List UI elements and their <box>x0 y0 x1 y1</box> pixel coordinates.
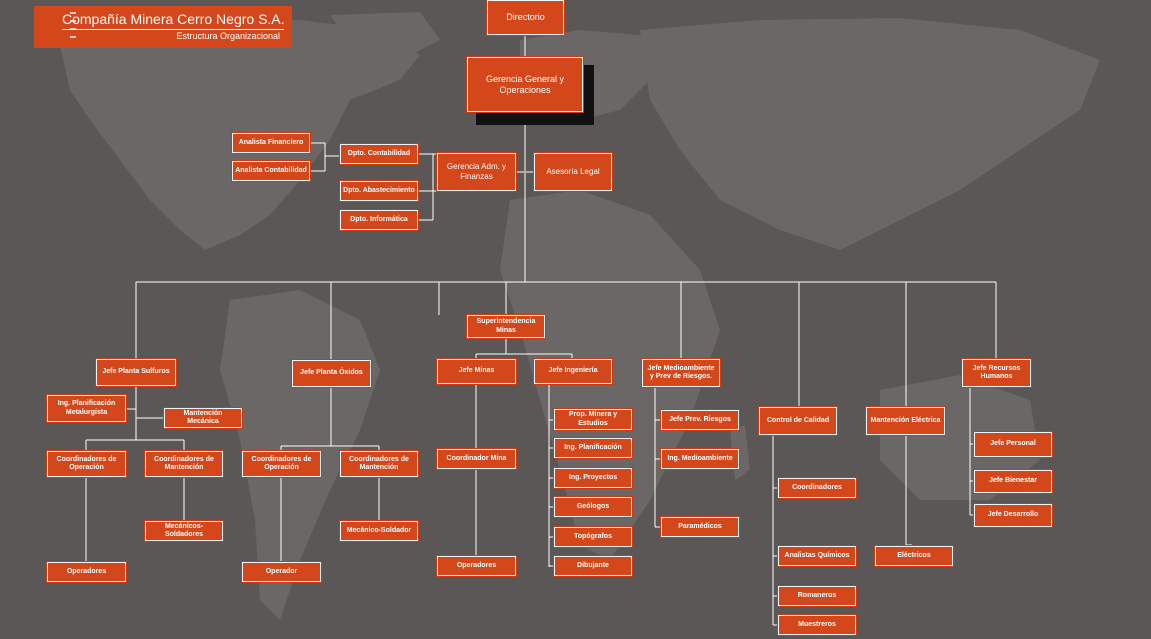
node-mecanicos-soldadores[interactable]: Mecánicos- Soldadores <box>144 520 224 542</box>
node-superintendencia-minas[interactable]: Superintendencia Minas <box>466 314 546 339</box>
asia-shape <box>640 18 1100 250</box>
node-paramedicos[interactable]: Paramédicos <box>660 516 740 538</box>
company-title: Compañía Minera Cerro Negro S.A. <box>62 11 285 27</box>
node-operador[interactable]: Operador <box>241 561 322 583</box>
node-jefe-ingenieria[interactable]: Jefe Ingeniería <box>533 358 613 385</box>
title-banner: Compañía Minera Cerro Negro S.A. Estruct… <box>34 6 292 48</box>
binder-ring-decoration <box>70 36 76 38</box>
node-jefe-desarrollo[interactable]: Jefe Desarrollo <box>973 503 1053 528</box>
node-jefe-personal[interactable]: Jefe Personal <box>973 431 1053 458</box>
node-topografos[interactable]: Topógrafos <box>553 526 633 548</box>
node-jefe-medioambiente[interactable]: Jefe Medioambiente y Prev de Riesgos. <box>641 358 721 388</box>
node-geologos[interactable]: Geólogos <box>553 496 633 518</box>
node-dpto-contabilidad[interactable]: Dpto. Contabilidad <box>339 143 419 165</box>
node-mantencion-mecanica[interactable]: Mantención Mecánica <box>163 407 243 429</box>
node-dpto-informatica[interactable]: Dpto. Informática <box>339 209 419 231</box>
node-jefe-minas[interactable]: Jefe Minas <box>436 358 517 385</box>
node-ing-planificacion[interactable]: Ing. Planificación <box>553 437 633 459</box>
node-mantencion-electrica[interactable]: Mantención Eléctrica <box>865 406 946 436</box>
australia-shape <box>880 375 1040 500</box>
node-directorio[interactable]: Directorio <box>486 0 565 36</box>
title-divider <box>62 29 284 30</box>
node-coordinadores-operacion-2[interactable]: Coordinadores de Operación <box>241 450 322 478</box>
node-operadores-1[interactable]: Operadores <box>46 561 127 583</box>
node-asesoria-legal[interactable]: Asesoría Legal <box>533 152 613 192</box>
node-romaneros[interactable]: Romaneros <box>777 585 857 607</box>
node-jefe-bienestar[interactable]: Jefe Bienestar <box>973 469 1053 494</box>
node-analistas-quimicos[interactable]: Analistas Químicos <box>777 545 857 567</box>
node-jefe-planta-oxidos[interactable]: Jefe Planta Óxidos <box>291 359 372 388</box>
node-coordinador-mina[interactable]: Coordinador Mina <box>436 448 517 470</box>
node-jefe-recursos-humanos[interactable]: Jefe Recursos Humanos <box>961 358 1032 388</box>
node-coordinadores[interactable]: Coordinadores <box>777 477 857 499</box>
node-gerencia-adm-finanzas[interactable]: Gerencia Adm. y Finanzas <box>436 152 517 192</box>
node-dpto-abastecimiento[interactable]: Dpto. Abastecimiento <box>339 180 419 202</box>
node-dibujante[interactable]: Dibujante <box>553 555 633 577</box>
node-ing-planificacion-metalurgista[interactable]: Ing. Planificación Metalurgista <box>46 394 127 423</box>
chart-subtitle: Estructura Organizacional <box>176 31 280 41</box>
node-coordinadores-operacion-1[interactable]: Coordinadores de Operación <box>46 450 127 478</box>
node-coordinadores-mantencion-2[interactable]: Coordinadores de Mantención <box>339 450 419 478</box>
node-prop-minera-estudios[interactable]: Prop. Minera y Estudios <box>553 408 633 431</box>
node-operadores-2[interactable]: Operadores <box>436 555 517 577</box>
node-ing-medioambiente[interactable]: Ing. Medioambiente <box>660 448 740 470</box>
node-jefe-prev-riesgos[interactable]: Jefe Prev. Riesgos <box>660 409 740 431</box>
greenland-shape <box>330 12 440 60</box>
binder-ring-decoration <box>70 20 76 22</box>
node-muestreros[interactable]: Muestreros <box>777 614 857 636</box>
node-gerencia-general[interactable]: Gerencia General y Operaciones <box>466 56 584 113</box>
node-jefe-planta-sulfuros[interactable]: Jefe Planta Sulfuros <box>95 358 177 387</box>
node-analista-financiero[interactable]: Analista Financiero <box>231 132 311 154</box>
binder-ring-decoration <box>70 12 76 14</box>
node-electricos[interactable]: Eléctricos <box>874 545 954 567</box>
node-coordinadores-mantencion-1[interactable]: Coordinadores de Mantención <box>144 450 224 478</box>
node-ing-proyectos[interactable]: Ing. Proyectos <box>553 467 633 489</box>
node-control-calidad[interactable]: Control de Calidad <box>758 406 838 436</box>
node-mecanico-soldador[interactable]: Mecánico-Soldador <box>339 520 419 542</box>
node-analista-contabilidad[interactable]: Analista Contabilidad <box>231 160 311 182</box>
